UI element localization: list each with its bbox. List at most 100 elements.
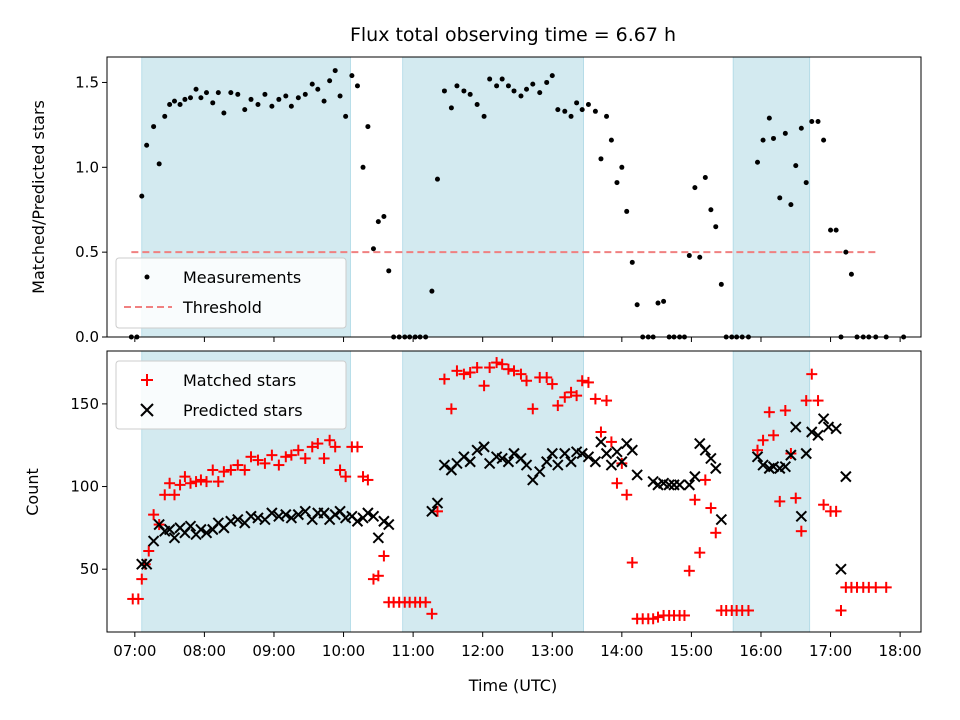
matched-star-point [312, 438, 324, 450]
predicted-star-point [611, 446, 623, 458]
predicted-star-point [710, 462, 722, 475]
matched-star-point [710, 527, 722, 539]
predicted-star-point [147, 535, 160, 547]
matched-star-point [245, 451, 257, 463]
measurement-point [242, 107, 248, 113]
legend-marker-predicted [140, 403, 154, 417]
measurement-point [203, 90, 209, 96]
measurement-point [386, 268, 392, 274]
measurement-point [848, 271, 854, 277]
matched-star-point [541, 371, 553, 383]
measurement-point [702, 174, 708, 180]
predicted-star-point [534, 465, 546, 478]
measurement-point [337, 93, 343, 99]
predicted-star-point [372, 532, 385, 544]
matched-star-point [184, 477, 196, 489]
measurement-point [187, 95, 193, 101]
measurement-point [511, 88, 517, 94]
measurement-points [128, 68, 907, 340]
predicted-star-point [559, 447, 571, 460]
measurement-point [156, 161, 162, 167]
matched-star-point [318, 452, 330, 464]
measurement-point [524, 86, 530, 92]
matched-star-point [340, 471, 352, 483]
bottom-x-ticks: 07:00 08:00 09:00 10:00 11:00 12:00 13:00 14:00… [113, 632, 922, 660]
matched-star-point [571, 390, 583, 402]
predicted-star-point [431, 497, 444, 509]
matched-star-point [143, 545, 155, 557]
matched-star-point [812, 395, 824, 407]
bottom-legend-box [115, 360, 347, 430]
measurement-point [833, 227, 839, 233]
measurement-point [269, 103, 275, 109]
matched-star-point [491, 357, 503, 369]
y-tick-label: 0.5 [75, 243, 99, 261]
matched-star-point [605, 436, 617, 448]
x-tick-label: 07:00 [113, 642, 156, 660]
matched-star-point [552, 400, 564, 412]
predicted-star-point [705, 452, 717, 465]
matched-star-point [559, 391, 571, 403]
measurement-point [343, 113, 349, 119]
measurement-point [370, 246, 376, 252]
predicted-star-point [266, 507, 278, 519]
measurement-point [760, 137, 766, 143]
x-tick-label: 17:00 [809, 642, 852, 660]
top-x-ticks [134, 337, 901, 342]
matched-star-point [830, 505, 842, 517]
measurement-point [487, 76, 493, 82]
top-legend-box [115, 257, 347, 329]
measurement-point [518, 93, 524, 99]
matched-star-point [136, 573, 148, 585]
predicted-star-point [647, 475, 659, 488]
predicted-star-point [812, 429, 824, 442]
measurement-point [828, 227, 834, 233]
predicted-star-point [840, 470, 852, 483]
predicted-star-point [600, 447, 613, 460]
chart-title: Flux total observing time = 6.67 h [350, 24, 676, 46]
measurement-point [349, 73, 355, 79]
matched-star-point [200, 476, 212, 488]
predicted-star-point [508, 447, 520, 460]
predicted-stars-points [136, 413, 852, 575]
bottom-legend: Matched stars Predicted stars [115, 360, 347, 430]
matched-star-point [699, 474, 711, 486]
matched-star-point [806, 368, 818, 380]
predicted-star-point [605, 459, 618, 471]
predicted-star-point [546, 447, 558, 460]
predicted-star-point [464, 456, 476, 468]
matched-star-point [458, 368, 470, 380]
measurement-point [221, 110, 227, 116]
measurement-point [151, 124, 157, 130]
matched-star-point [471, 362, 483, 374]
measurement-point [803, 180, 809, 186]
measurement-point [713, 224, 719, 230]
measurement-point [434, 176, 440, 182]
matched-star-point [168, 489, 180, 501]
x-tick-label: 08:00 [183, 642, 226, 660]
predicted-star-point [540, 456, 553, 468]
predicted-star-point [471, 444, 483, 456]
matched-star-point [835, 605, 847, 617]
predicted-star-point [195, 523, 207, 536]
panel-top: 0.0 0.5 1.0 1.5 Matched/Predicted stars Mea… [29, 56, 922, 346]
measurement-point [198, 95, 204, 101]
matched-star-point [306, 441, 318, 453]
matched-star-point [232, 459, 244, 471]
matched-star-point [763, 406, 775, 418]
x-tick-label: 11:00 [392, 642, 435, 660]
predicted-star-point [163, 523, 176, 536]
matched-star-point [207, 464, 219, 476]
predicted-star-point [800, 447, 812, 460]
bottom-plot-frame [106, 350, 922, 633]
measurement-point [788, 202, 794, 208]
predicted-star-point [378, 515, 390, 527]
measurement-point [441, 88, 447, 94]
bottom-highlight-spans [141, 350, 811, 633]
predicted-star-point [790, 421, 802, 433]
measurement-point [562, 108, 568, 114]
measurement-point [315, 86, 321, 92]
y-tick-label: 50 [80, 560, 99, 578]
predicted-star-point [140, 558, 153, 570]
matched-star-point [601, 395, 613, 407]
